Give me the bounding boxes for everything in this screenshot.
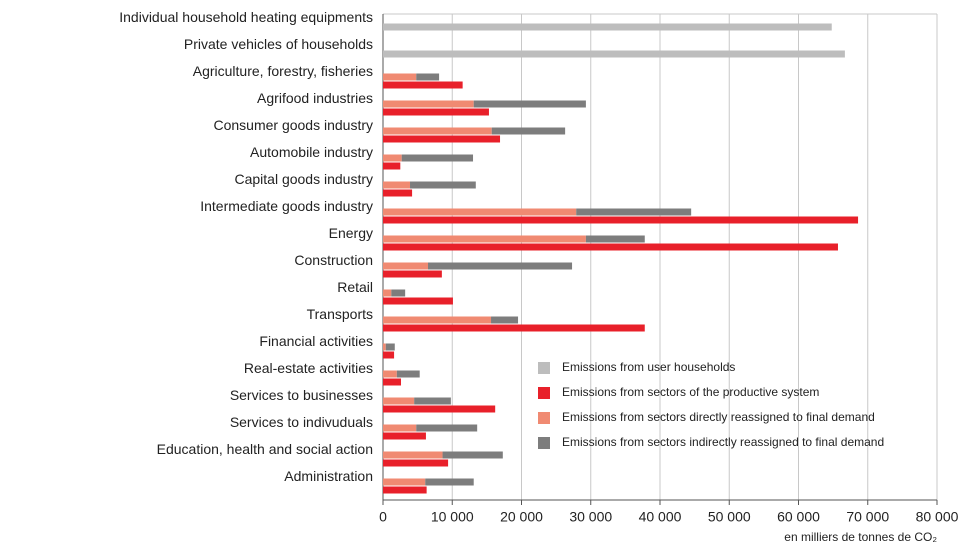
bar bbox=[385, 343, 395, 351]
bar bbox=[442, 451, 503, 459]
x-tick-label: 0 bbox=[379, 509, 387, 525]
bar bbox=[383, 424, 417, 432]
bar bbox=[383, 324, 645, 332]
bar bbox=[383, 451, 443, 459]
bar bbox=[383, 486, 427, 494]
y-tick-label: Individual household heating equipments bbox=[119, 9, 373, 25]
y-tick-label: Intermediate goods industry bbox=[200, 198, 373, 214]
bar bbox=[585, 235, 645, 243]
bar bbox=[428, 262, 573, 270]
bar bbox=[383, 73, 417, 81]
bar bbox=[383, 127, 492, 135]
y-tick-label: Consumer goods industry bbox=[213, 117, 373, 133]
y-tick-label: Education, health and social action bbox=[157, 441, 373, 457]
y-tick-label: Retail bbox=[337, 279, 373, 295]
bar bbox=[383, 370, 397, 378]
legend-label: Emissions from sectors indirectly reassi… bbox=[562, 435, 884, 449]
y-tick-label: Real-estate activities bbox=[244, 360, 373, 376]
y-tick-label: Administration bbox=[284, 468, 373, 484]
legend-swatch bbox=[538, 437, 550, 449]
bar bbox=[414, 397, 451, 405]
bar bbox=[383, 108, 489, 116]
bar bbox=[383, 50, 845, 58]
bar bbox=[383, 405, 496, 413]
bar bbox=[383, 100, 474, 108]
x-tick-label: 70 000 bbox=[846, 509, 889, 525]
x-tick-label: 20 000 bbox=[500, 509, 543, 525]
bar bbox=[473, 100, 586, 108]
bar bbox=[383, 208, 577, 216]
y-tick-label: Agrifood industries bbox=[257, 90, 373, 106]
legend-label: Emissions from user households bbox=[562, 360, 735, 374]
y-tick-label: Construction bbox=[294, 252, 373, 268]
bar bbox=[383, 216, 859, 224]
bar bbox=[383, 351, 395, 359]
y-tick-label: Transports bbox=[307, 306, 373, 322]
y-tick-label: Services to businesses bbox=[230, 387, 373, 403]
legend-swatch bbox=[538, 387, 550, 399]
bar bbox=[576, 208, 692, 216]
y-tick-label: Capital goods industry bbox=[234, 171, 373, 187]
bar bbox=[383, 343, 386, 351]
bar bbox=[383, 23, 832, 31]
bar bbox=[401, 154, 474, 162]
bar bbox=[383, 378, 402, 386]
bar bbox=[383, 262, 429, 270]
bar bbox=[383, 289, 392, 297]
bar bbox=[396, 370, 420, 378]
bar bbox=[383, 478, 426, 486]
bar bbox=[383, 235, 586, 243]
bar bbox=[383, 181, 411, 189]
bar bbox=[383, 189, 413, 197]
legend-swatch bbox=[538, 412, 550, 424]
bar bbox=[383, 243, 838, 251]
y-tick-label: Financial activities bbox=[259, 333, 373, 349]
bar bbox=[416, 73, 440, 81]
x-tick-label: 60 000 bbox=[777, 509, 820, 525]
bar bbox=[491, 316, 519, 324]
y-tick-label: Energy bbox=[329, 225, 373, 241]
bar bbox=[383, 459, 449, 467]
bar bbox=[383, 154, 402, 162]
bar bbox=[383, 270, 442, 278]
bar bbox=[491, 127, 566, 135]
bar bbox=[391, 289, 406, 297]
x-axis-label: en milliers de tonnes de CO₂ bbox=[784, 530, 937, 544]
bar bbox=[383, 297, 453, 305]
x-tick-label: 10 000 bbox=[431, 509, 474, 525]
bar bbox=[383, 397, 415, 405]
y-tick-label: Agriculture, forestry, fisheries bbox=[193, 63, 373, 79]
bar bbox=[383, 81, 463, 89]
legend-label: Emissions from sectors of the productive… bbox=[562, 385, 819, 399]
x-tick-label: 80 000 bbox=[916, 509, 959, 525]
bar bbox=[383, 135, 501, 143]
x-tick-label: 30 000 bbox=[569, 509, 612, 525]
y-tick-label: Automobile industry bbox=[250, 144, 373, 160]
y-tick-label: Private vehicles of households bbox=[184, 36, 373, 52]
bar bbox=[383, 162, 401, 170]
legend-swatch bbox=[538, 362, 550, 374]
x-tick-label: 50 000 bbox=[708, 509, 751, 525]
bar bbox=[416, 424, 478, 432]
legend-label: Emissions from sectors directly reassign… bbox=[562, 410, 875, 424]
bar bbox=[383, 432, 426, 440]
bar bbox=[383, 316, 492, 324]
bar bbox=[425, 478, 474, 486]
bar bbox=[410, 181, 476, 189]
y-tick-label: Services to indivuduals bbox=[230, 414, 373, 430]
x-tick-label: 40 000 bbox=[639, 509, 682, 525]
